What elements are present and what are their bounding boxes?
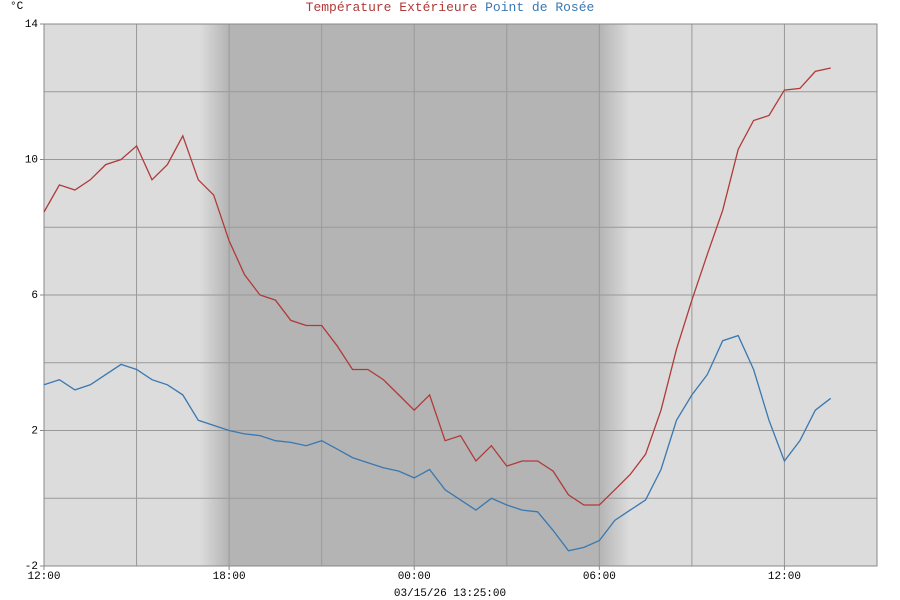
- subtitle: 03/15/26 13:25:00: [394, 588, 506, 600]
- x-tick-label: 06:00: [583, 571, 616, 583]
- y-tick-label: 2: [31, 425, 38, 437]
- x-tick-label: 18:00: [213, 571, 246, 583]
- title-part: Point de Rosée: [485, 0, 594, 15]
- y-tick-label: -2: [25, 561, 38, 573]
- chart-title: Température Extérieure Point de Rosée: [306, 0, 595, 15]
- x-tick-label: 00:00: [398, 571, 431, 583]
- title-part: Température Extérieure: [306, 0, 478, 15]
- y-tick-label: 10: [25, 154, 38, 166]
- x-tick-label: 12:00: [768, 571, 801, 583]
- series-line: [43, 67, 831, 506]
- y-tick-label: 6: [31, 290, 38, 302]
- y-unit: °C: [10, 1, 24, 13]
- series-line: [43, 334, 832, 552]
- x-tick-label: 12:00: [27, 571, 60, 583]
- y-tick-label: 14: [25, 19, 39, 31]
